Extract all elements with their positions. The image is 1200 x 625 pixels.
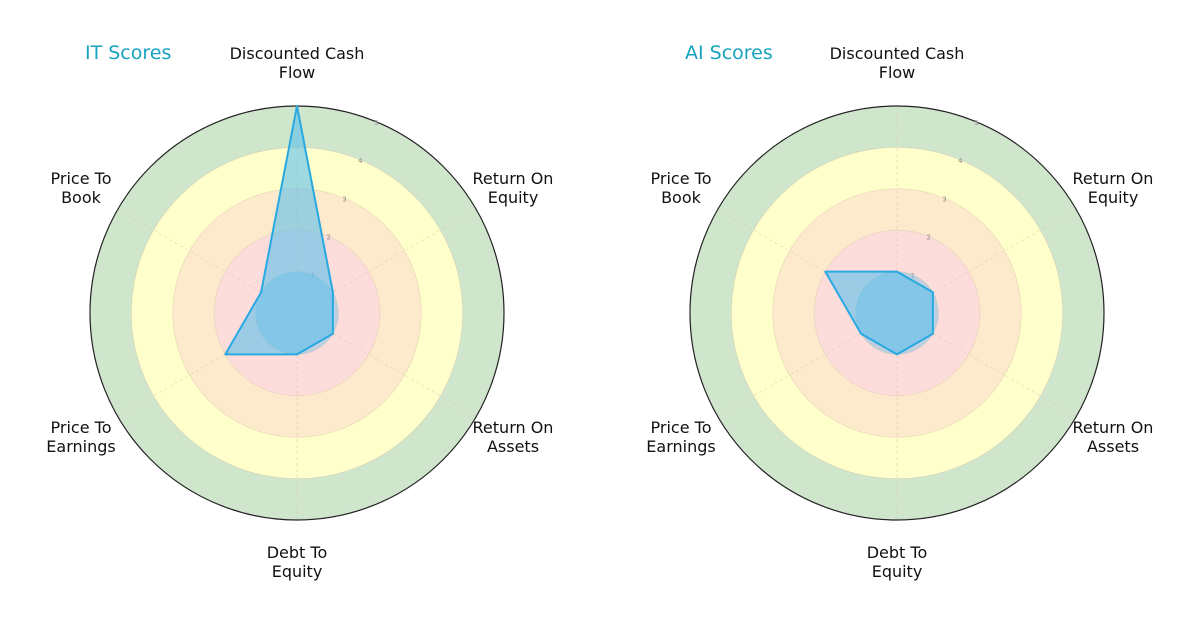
axis-label-price-to-earnings: Price To Earnings (646, 418, 716, 456)
axis-label-price-to-book: Price To Book (50, 169, 112, 207)
axis-label-return-on-equity: Return On Equity (472, 169, 554, 207)
axis-label-return-on-assets: Return On Assets (1072, 418, 1154, 456)
radial-tick-label: 5 (374, 119, 378, 127)
radial-tick-label: 4 (958, 157, 963, 165)
ring-gridline (731, 147, 1063, 479)
axis-label-debt-to-equity: Debt To Equity (866, 543, 928, 581)
axis-spoke (117, 209, 298, 314)
radial-tick-label: 5 (974, 119, 978, 127)
axis-spoke (896, 312, 1077, 417)
score-polygon (224, 105, 334, 356)
radial-tick-label: 2 (926, 234, 930, 242)
ai-scores-panel: 12345 AI Scores Discounted Cash Flow Ret… (600, 0, 1200, 625)
radial-tick-label: 2 (326, 234, 330, 242)
axis-label-price-to-book: Price To Book (650, 169, 712, 207)
axis-label-return-on-assets: Return On Assets (472, 418, 554, 456)
it-scores-panel: 12345 IT Scores Discounted Cash Flow Ret… (46, 42, 554, 581)
axis-spoke (717, 209, 898, 314)
axis-label-discounted-cash-flow: Discounted Cash Flow (229, 44, 365, 82)
axis-label-discounted-cash-flow: Discounted Cash Flow (829, 44, 965, 82)
axis-label-debt-to-equity: Debt To Equity (266, 543, 328, 581)
axis-spoke (296, 209, 477, 314)
radial-tick-label: 3 (942, 195, 946, 203)
score-polygon (824, 270, 934, 356)
chart-title: IT Scores (85, 42, 172, 64)
axis-spoke (117, 312, 298, 417)
it-radar-chart: 12345 (89, 105, 505, 521)
axis-spoke (896, 209, 1077, 314)
outer-ring (689, 105, 1105, 521)
axis-label-return-on-equity: Return On Equity (1072, 169, 1154, 207)
ring-gridline (772, 188, 1022, 438)
axis-spoke (296, 312, 477, 417)
radial-tick-label: 3 (342, 195, 346, 203)
axis-label-price-to-earnings: Price To Earnings (46, 418, 116, 456)
axis-spoke (717, 312, 898, 417)
ring-gridline (813, 229, 981, 397)
chart-title: AI Scores (685, 42, 773, 64)
ai-radar-chart: 12345 (689, 105, 1105, 521)
radial-tick-label: 4 (358, 157, 363, 165)
